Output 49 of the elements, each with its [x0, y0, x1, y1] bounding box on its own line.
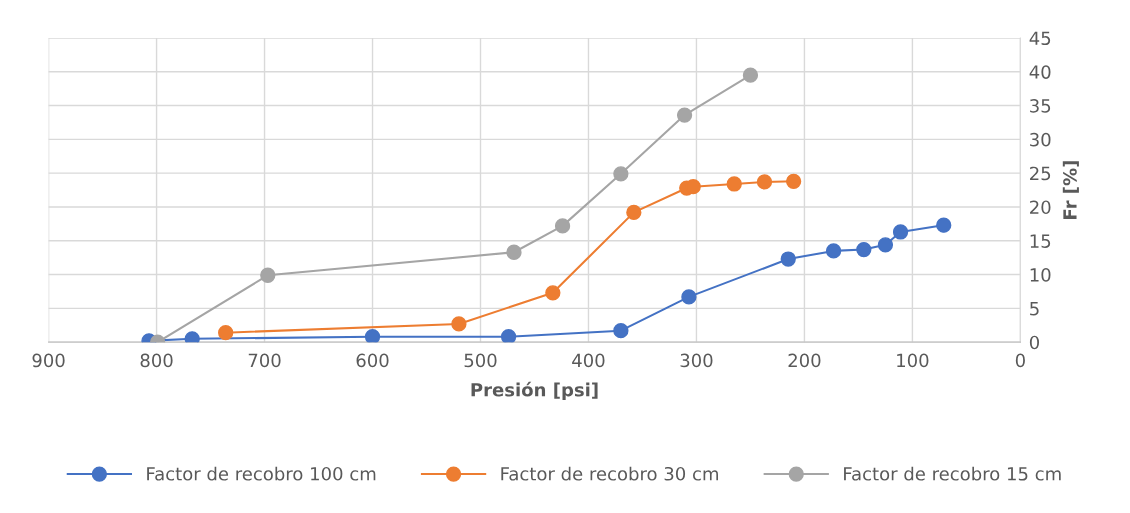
- point: [626, 204, 642, 221]
- point: [613, 323, 629, 339]
- x-tick-label: 600: [356, 353, 389, 368]
- point: [892, 224, 909, 240]
- x-tick-label: 500: [464, 353, 497, 368]
- point: [218, 325, 234, 341]
- point: [726, 176, 742, 192]
- point: [785, 173, 802, 189]
- y-axis-title: Fr [%]: [1062, 161, 1079, 219]
- point: [506, 244, 522, 260]
- y-tick-label: 25: [1030, 166, 1051, 181]
- x-axis-title: Presión [psi]: [471, 381, 598, 401]
- point: [681, 289, 697, 305]
- point: [451, 316, 467, 332]
- point: [756, 174, 773, 190]
- point: [780, 251, 796, 267]
- y-tick-label: 30: [1030, 132, 1051, 147]
- point: [936, 217, 952, 233]
- point: [364, 329, 381, 343]
- point: [545, 285, 561, 301]
- y-tick-label: 5: [1030, 302, 1039, 316]
- point: [184, 331, 200, 343]
- y-tick-label: 35: [1030, 99, 1051, 113]
- point: [877, 237, 894, 253]
- point: [613, 166, 629, 182]
- x-tick-label: 100: [897, 353, 929, 368]
- legend-label: Factor de recobro 30 cm: [501, 466, 718, 481]
- x-tick-label: 700: [248, 353, 281, 368]
- point: [856, 241, 872, 258]
- x-tick-label: 300: [680, 353, 713, 368]
- y-tick-label: 15: [1030, 234, 1051, 248]
- x-tick-label: 800: [140, 353, 173, 368]
- legend-label: Factor de recobro 100 cm: [147, 466, 376, 481]
- y-tick-label: 10: [1030, 268, 1051, 282]
- point: [500, 329, 517, 343]
- y-tick-label: 40: [1029, 65, 1051, 79]
- point: [676, 107, 693, 123]
- x-tick-label: 400: [572, 353, 605, 368]
- point: [742, 67, 759, 83]
- x-tick-label: 0: [1015, 353, 1025, 368]
- x-tick-label: 900: [32, 353, 65, 368]
- point: [260, 267, 276, 283]
- point: [825, 243, 842, 259]
- point: [554, 218, 571, 234]
- y-tick-label: 45: [1029, 31, 1051, 46]
- y-tick-label: 0: [1029, 335, 1040, 350]
- x-tick-label: 200: [788, 353, 821, 368]
- y-tick-label: 20: [1030, 200, 1051, 215]
- legend-label: Factor de recobro 15 cm: [844, 466, 1061, 481]
